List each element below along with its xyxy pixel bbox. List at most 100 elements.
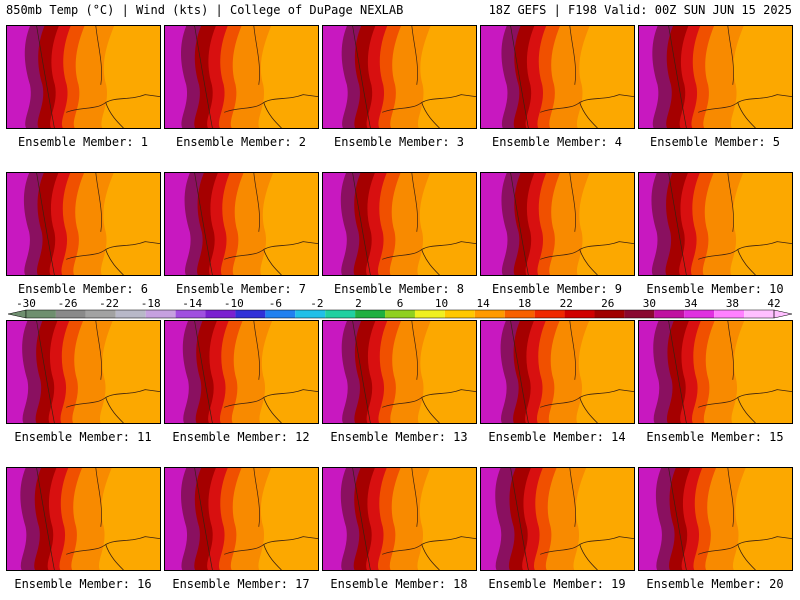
ensemble-member-label: Ensemble Member: 2	[175, 135, 307, 149]
colorbar-tick-label: -26	[58, 298, 78, 310]
colorbar-segment	[325, 310, 356, 318]
state-border	[510, 468, 576, 570]
colorbar-tick-label: 42	[767, 298, 780, 310]
ensemble-map-panel	[164, 172, 319, 276]
ensemble-map-panel	[6, 467, 161, 571]
ensemble-map-panel	[480, 172, 635, 276]
colorbar-segment	[355, 310, 386, 318]
colorbar-segment	[85, 310, 116, 318]
colorbar-segment	[444, 310, 475, 318]
ensemble-member-label: Ensemble Member: 13	[330, 430, 468, 444]
coastline	[382, 241, 476, 275]
state-border	[668, 173, 734, 275]
ensemble-member-label: Ensemble Member: 12	[172, 430, 310, 444]
temperature-map	[481, 321, 634, 423]
temperature-map	[323, 173, 476, 275]
ensemble-map-panel	[164, 467, 319, 571]
colorbar: -30 -26 -22 -18 -14 -10 -6 -2 2 6 10 14 18 22 26 30 34 38…	[7, 298, 793, 319]
state-border	[668, 26, 734, 128]
temperature-map	[639, 26, 792, 128]
coastline	[382, 536, 476, 570]
state-border	[36, 173, 102, 275]
ensemble-member-label: Ensemble Member: 1	[17, 135, 149, 149]
colorbar-tick-label: 6	[397, 298, 404, 310]
colorbar-segment	[594, 310, 625, 318]
colorbar-segment	[265, 310, 296, 318]
state-border	[194, 173, 260, 275]
colorbar-segment	[654, 310, 685, 318]
ensemble-map-panel	[322, 320, 477, 424]
temperature-map	[165, 468, 318, 570]
colorbar-tick-label: 2	[355, 298, 362, 310]
coastline	[224, 389, 318, 423]
colorbar-tick-label: 14	[476, 298, 490, 310]
ensemble-member-label: Ensemble Member: 20	[646, 577, 784, 591]
colorbar-tick-label: 30	[643, 298, 656, 310]
coastline	[698, 536, 792, 570]
coastline	[698, 389, 792, 423]
temperature-map	[7, 26, 160, 128]
colorbar-segment	[684, 310, 715, 318]
state-border	[194, 26, 260, 128]
state-border	[510, 321, 576, 423]
coastline	[540, 536, 634, 570]
ensemble-map-panel	[164, 320, 319, 424]
colorbar-tick-label: -6	[269, 298, 282, 310]
colorbar-tick-label: 26	[601, 298, 614, 310]
coastline	[540, 241, 634, 275]
coastline	[66, 536, 160, 570]
coastline	[224, 536, 318, 570]
temperature-map	[165, 321, 318, 423]
colorbar-tick-label: 10	[435, 298, 448, 310]
state-border	[194, 468, 260, 570]
temperature-map	[323, 26, 476, 128]
ensemble-member-label: Ensemble Member: 17	[172, 577, 310, 591]
temperature-map	[165, 26, 318, 128]
colorbar-segment	[205, 310, 236, 318]
header-title: 850mb Temp (°C) | Wind (kts) | College o…	[6, 3, 404, 17]
ensemble-member-label: Ensemble Member: 18	[330, 577, 468, 591]
ensemble-member-label: Ensemble Member: 3	[333, 135, 465, 149]
coastline	[224, 241, 318, 275]
ensemble-map-panel	[322, 467, 477, 571]
ensemble-map-panel	[638, 25, 793, 129]
ensemble-member-label: Ensemble Member: 16	[14, 577, 152, 591]
ensemble-member-label: Ensemble Member: 10	[646, 282, 784, 296]
state-border	[36, 26, 102, 128]
colorbar-segment	[474, 310, 505, 318]
state-border	[510, 173, 576, 275]
ensemble-member-label: Ensemble Member: 19	[488, 577, 626, 591]
temperature-map	[7, 173, 160, 275]
state-border	[510, 26, 576, 128]
state-border	[194, 321, 260, 423]
ensemble-member-label: Ensemble Member: 14	[488, 430, 626, 444]
temperature-map	[481, 468, 634, 570]
temperature-map	[323, 468, 476, 570]
temperature-map	[481, 26, 634, 128]
temperature-map	[481, 173, 634, 275]
ensemble-map-panel	[480, 320, 635, 424]
ensemble-map-panel	[6, 172, 161, 276]
ensemble-member-label: Ensemble Member: 15	[646, 430, 784, 444]
colorbar-segment	[714, 310, 745, 318]
colorbar-segment	[295, 310, 326, 318]
temperature-map	[7, 321, 160, 423]
ensemble-map-panel	[480, 467, 635, 571]
ensemble-map-panel	[6, 320, 161, 424]
ensemble-member-label: Ensemble Member: 5	[649, 135, 781, 149]
ensemble-member-label: Ensemble Member: 9	[491, 282, 623, 296]
colorbar-tick-label: 18	[518, 298, 531, 310]
colorbar-tick-label: 38	[726, 298, 739, 310]
colorbar-segment	[534, 310, 565, 318]
temperature-map	[165, 173, 318, 275]
coastline	[66, 389, 160, 423]
colorbar-tick-label: -22	[99, 298, 119, 310]
colorbar-segment	[235, 310, 266, 318]
colorbar-tick-label: -10	[224, 298, 244, 310]
colorbar-segment	[26, 310, 56, 318]
header-run-info: 18Z GEFS | F198 Valid: 00Z SUN JUN 15 20…	[488, 3, 792, 17]
temperature-map	[639, 173, 792, 275]
colorbar-segment	[55, 310, 86, 318]
ensemble-member-label: Ensemble Member: 6	[17, 282, 149, 296]
coastline	[382, 389, 476, 423]
